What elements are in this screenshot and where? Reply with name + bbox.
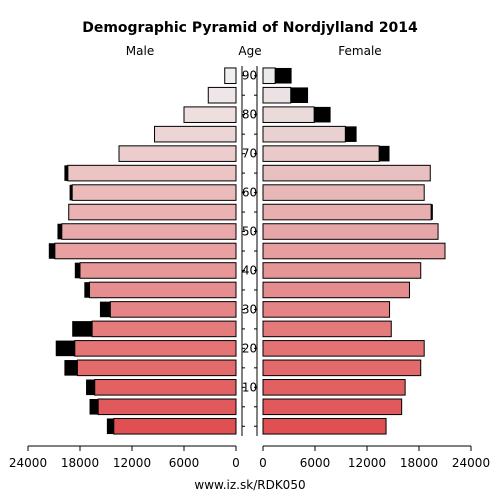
male-bar-20-24	[74, 340, 237, 357]
male-bar-70-74	[118, 145, 237, 162]
male-x-tick-label: 12000	[113, 456, 151, 470]
female-bar-35-39	[262, 281, 410, 299]
male-bar-90+	[224, 67, 237, 85]
male-bar-85-89	[207, 86, 237, 104]
male-bar-40-44	[79, 262, 237, 279]
male-excess-bar-65-69	[64, 165, 68, 181]
male-x-tick-label: 6000	[169, 456, 200, 470]
female-x-tick-label: 24000	[452, 456, 490, 470]
age-tick-label: 80	[242, 108, 257, 122]
male-header: Male	[126, 44, 154, 58]
male-bar-15-19	[76, 359, 237, 377]
male-excess-bar-0-4	[106, 418, 114, 435]
age-tick-label: 20	[242, 341, 257, 355]
male-bar-50-54	[61, 223, 237, 240]
male-bar-25-29	[91, 320, 237, 338]
male-excess-bar-5-9	[89, 399, 99, 415]
male-bar-80-84	[183, 106, 237, 123]
source-footer: www.iz.sk/RDK050	[194, 478, 305, 492]
female-bar-55-59	[262, 203, 432, 221]
male-excess-bar-15-19	[64, 360, 78, 376]
female-bar-50-54	[262, 223, 439, 240]
male-bar-65-69	[67, 164, 237, 182]
female-bar-15-19	[262, 359, 422, 377]
female-bar-10-14	[262, 379, 406, 396]
female-bar-70-74	[262, 145, 380, 162]
female-bar-5-9	[262, 398, 403, 416]
male-excess-bar-45-49	[48, 243, 55, 259]
female-bar-0-4	[262, 417, 387, 435]
male-excess-bar-40-44	[74, 262, 80, 279]
age-tick-label: 30	[242, 302, 257, 316]
male-excess-bar-50-54	[57, 223, 62, 240]
male-bar-30-34	[109, 301, 237, 318]
female-series	[262, 67, 446, 435]
female-bar-20-24	[262, 340, 425, 357]
female-bar-80-84	[262, 106, 315, 123]
female-bar-30-34	[262, 301, 391, 318]
age-header: Age	[238, 44, 261, 58]
male-bar-5-9	[97, 398, 237, 416]
male-excess-bar-25-29	[72, 321, 93, 337]
male-bar-0-4	[113, 417, 237, 435]
female-bar-90+	[262, 67, 276, 85]
female-excess-bar-90+	[275, 67, 292, 84]
female-excess-bar-55-59	[431, 204, 433, 220]
female-excess-bar-80-84	[314, 106, 331, 123]
female-bar-60-64	[262, 184, 425, 201]
male-bar-75-79	[154, 125, 237, 143]
age-tick-label: 90	[242, 69, 257, 83]
male-excess-bar-20-24	[55, 340, 75, 357]
chart-title: Demographic Pyramid of Nordjylland 2014	[82, 20, 418, 36]
female-excess-bar-75-79	[345, 126, 357, 142]
male-bar-45-49	[54, 242, 237, 260]
male-bar-35-39	[89, 281, 237, 299]
female-bar-85-89	[262, 86, 292, 104]
age-tick-label: 50	[242, 225, 257, 239]
female-bar-65-69	[262, 164, 431, 182]
female-bar-75-79	[262, 125, 346, 143]
male-x-tick-label: 24000	[9, 456, 47, 470]
male-bar-10-14	[94, 379, 237, 396]
female-x-tick-label: 18000	[400, 456, 438, 470]
female-x-tick-label: 12000	[348, 456, 386, 470]
female-excess-bar-70-74	[379, 145, 390, 162]
female-excess-bar-85-89	[290, 87, 309, 103]
female-header: Female	[338, 44, 381, 58]
male-series	[48, 67, 237, 435]
male-excess-bar-35-39	[84, 282, 90, 298]
female-bar-25-29	[262, 320, 392, 338]
age-tick-label: 60	[242, 186, 257, 200]
age-tick-label: 40	[242, 263, 257, 277]
male-x-tick-label: 18000	[61, 456, 99, 470]
axes: 24000 24000 18000 18000 12000 12000 6000 6000 0 0…	[9, 66, 490, 470]
male-x-tick-label: 0	[232, 456, 240, 470]
female-x-tick-label: 0	[259, 456, 267, 470]
male-bar-55-59	[68, 203, 237, 221]
male-bar-60-64	[71, 184, 237, 201]
age-tick-label: 70	[242, 147, 257, 161]
age-tick-label: 10	[242, 380, 257, 394]
male-excess-bar-10-14	[86, 379, 95, 396]
male-excess-bar-60-64	[69, 184, 73, 201]
female-bar-40-44	[262, 262, 422, 279]
female-bar-45-49	[262, 242, 446, 260]
female-x-tick-label: 6000	[300, 456, 331, 470]
male-excess-bar-30-34	[99, 301, 111, 318]
